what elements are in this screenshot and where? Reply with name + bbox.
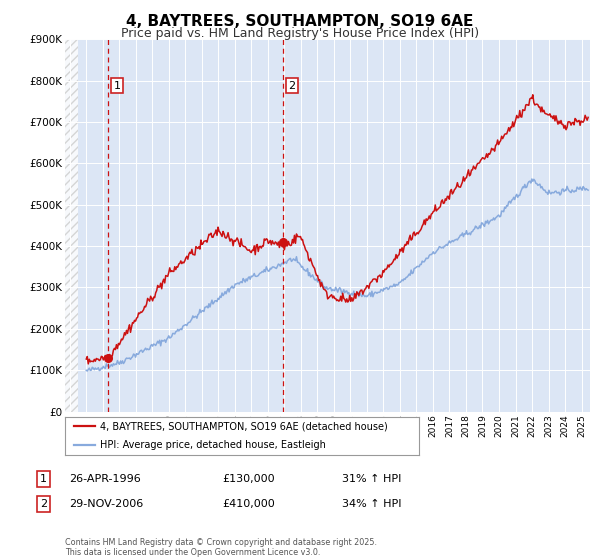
- Text: HPI: Average price, detached house, Eastleigh: HPI: Average price, detached house, East…: [100, 440, 326, 450]
- Text: 31% ↑ HPI: 31% ↑ HPI: [342, 474, 401, 484]
- Text: 4, BAYTREES, SOUTHAMPTON, SO19 6AE (detached house): 4, BAYTREES, SOUTHAMPTON, SO19 6AE (deta…: [100, 421, 388, 431]
- Text: £410,000: £410,000: [222, 499, 275, 509]
- Text: 29-NOV-2006: 29-NOV-2006: [69, 499, 143, 509]
- Text: £130,000: £130,000: [222, 474, 275, 484]
- Text: 34% ↑ HPI: 34% ↑ HPI: [342, 499, 401, 509]
- Text: Price paid vs. HM Land Registry's House Price Index (HPI): Price paid vs. HM Land Registry's House …: [121, 27, 479, 40]
- Text: 2: 2: [40, 499, 47, 509]
- Text: 1: 1: [113, 81, 121, 91]
- Text: Contains HM Land Registry data © Crown copyright and database right 2025.
This d: Contains HM Land Registry data © Crown c…: [65, 538, 377, 557]
- Text: 1: 1: [40, 474, 47, 484]
- Text: 4, BAYTREES, SOUTHAMPTON, SO19 6AE: 4, BAYTREES, SOUTHAMPTON, SO19 6AE: [127, 14, 473, 29]
- Text: 2: 2: [289, 81, 296, 91]
- Text: 26-APR-1996: 26-APR-1996: [69, 474, 141, 484]
